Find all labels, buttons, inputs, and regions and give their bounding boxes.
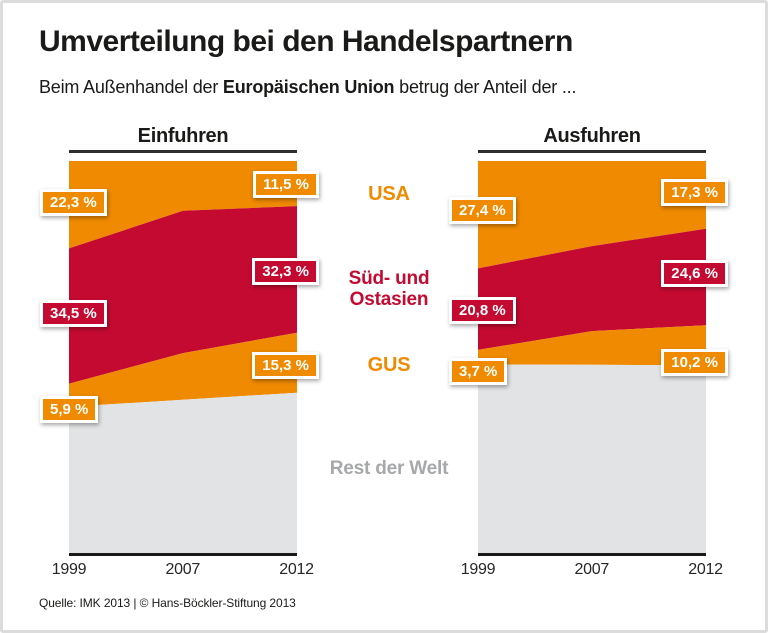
value-label-2012: 10,2 %: [661, 349, 728, 376]
chart-einfuhren-title: Einfuhren: [137, 125, 229, 147]
einfuhren-x-ticks: 1999 2007 2012: [52, 561, 314, 581]
value-label-1999: 3,7 %: [449, 358, 508, 385]
ausfuhren-x-axis: [478, 553, 706, 556]
value-label-2012: 11,5 %: [253, 171, 319, 198]
subtitle-emphasis: Europäischen Union: [222, 77, 395, 97]
chart-einfuhren-title-rule: [69, 150, 297, 153]
value-label-2012: 24,6 %: [661, 260, 728, 287]
value-label-1999: 20,8 %: [449, 297, 516, 324]
value-label-1999: 34,5 %: [40, 300, 107, 327]
tick-2007: 2007: [574, 561, 610, 578]
tick-2012: 2012: [279, 561, 314, 578]
tick-2007: 2007: [165, 561, 201, 578]
einfuhren-x-axis: [69, 553, 297, 556]
area-rest-der-welt: [478, 364, 706, 553]
value-label-1999: 22,3 %: [40, 189, 107, 216]
value-label-2012: 32,3 %: [252, 258, 319, 285]
area-gus: [478, 325, 706, 366]
legend-rest-der-welt: Rest der Welt: [329, 458, 449, 479]
area-rest-der-welt: [69, 392, 297, 553]
ausfuhren-x-ticks: 1999 2007 2012: [461, 561, 723, 581]
value-label-1999: 5,9 %: [40, 396, 99, 423]
tick-2012: 2012: [688, 561, 723, 578]
chart-ausfuhren-title-rule: [478, 150, 706, 153]
chart-ausfuhren-title: Ausfuhren: [543, 125, 641, 147]
subtitle-prefix: Beim Außenhandel der: [39, 77, 223, 97]
area-s-d-und-ostasien: [69, 206, 297, 384]
area-gus: [69, 332, 297, 407]
source-note: Quelle: IMK 2013 | © Hans-Böckler-Stiftu…: [39, 596, 296, 610]
area-usa: [69, 161, 297, 249]
tick-1999: 1999: [51, 561, 87, 578]
page-subtitle: Beim Außenhandel der Europäischen Union …: [39, 77, 576, 98]
tick-1999: 1999: [460, 561, 496, 578]
value-label-2012: 15,3 %: [252, 352, 319, 379]
value-label-2012: 17,3 %: [661, 179, 728, 206]
area-s-d-und-ostasien: [478, 228, 706, 350]
legend-gus: GUS: [367, 354, 411, 376]
value-label-1999: 27,4 %: [449, 197, 516, 224]
page-title: Umverteilung bei den Handelspartnern: [39, 25, 573, 58]
einfuhren-area-plot: [69, 161, 297, 553]
subtitle-suffix: betrug der Anteil der ...: [394, 77, 577, 97]
legend-sued-und-ostasien: Süd- und Ostasien: [348, 268, 430, 310]
area-usa: [478, 161, 706, 269]
legend-usa: USA: [368, 183, 410, 205]
ausfuhren-area-plot: [478, 161, 706, 553]
